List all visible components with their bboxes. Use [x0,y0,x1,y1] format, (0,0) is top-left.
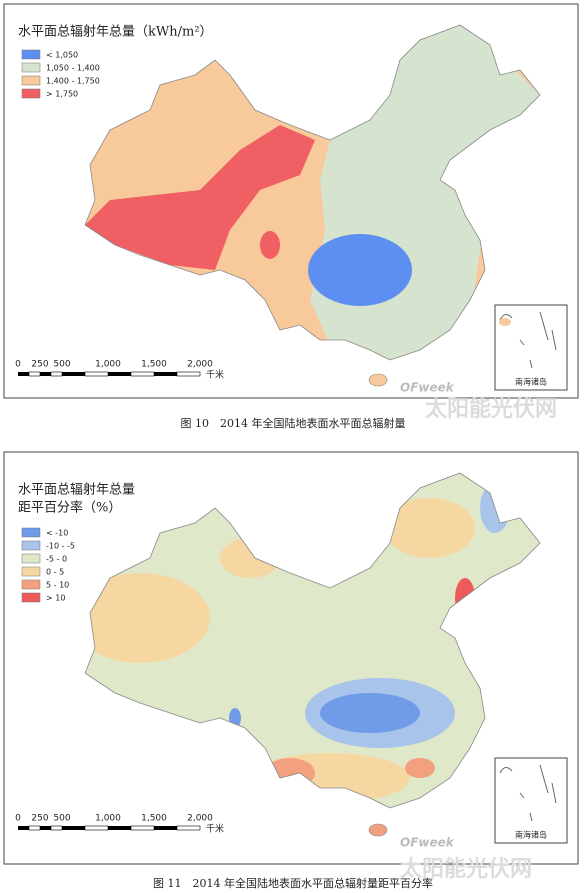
legend-label: 0 - 5 [46,568,64,577]
scale-segment [62,372,85,376]
scale-segment [130,371,155,377]
scale-label: 2,000 [187,360,213,370]
region [308,234,412,306]
region [260,231,280,259]
inset-shape [499,311,557,369]
map-panel: 南海诸岛 水平面总辐射年总量 距平百分率（%） OFweek 太阳能光伏网 图 … [3,451,579,890]
scale-segment [84,371,109,377]
scale-segment [40,826,51,830]
legend-label: 1,050 - 1,400 [46,64,100,73]
scale-label: 500 [53,360,70,370]
legend-swatch [21,75,41,86]
region [320,693,420,733]
region [229,708,241,728]
legend-swatch [21,527,41,538]
watermark: OFweek [400,836,455,850]
scale-segment [50,825,63,831]
region [85,573,210,663]
caption: 图 11 2014 年全国陆地表面水平面总辐射量距平百分率 [153,876,433,890]
legend-swatch [21,62,41,73]
legend-label: 1,400 - 1,750 [46,77,100,86]
map-title: 水平面总辐射年总量 [18,482,135,498]
scale-segment [154,826,177,830]
watermark: OFweek [400,381,455,395]
frame [3,451,579,865]
watermark: 太阳能光伏网 [425,396,557,422]
watermark: 太阳能光伏网 [400,856,532,882]
legend-label: -5 - 0 [46,555,67,564]
scale-label: 1,500 [141,360,167,370]
scale-segment [84,825,109,831]
legend-swatch [21,553,41,564]
scale-label: 1,500 [141,814,167,824]
legend-label: > 1,750 [46,90,78,99]
legend-label: < 1,050 [46,51,78,60]
scale-label: 1,000 [95,360,121,370]
frame [3,3,579,399]
region [455,578,475,618]
scale-label: 250 [31,814,48,824]
scale-label: 500 [53,814,70,824]
region [85,125,315,270]
island [368,823,388,837]
island [368,373,388,387]
legend-label: -10 - -5 [46,542,75,551]
legend-swatch [21,592,41,603]
scale-segment [176,371,201,377]
scale-label: 2,000 [187,814,213,824]
map-panel: 南海诸岛 水平面总辐射年总量（kWh/m²） OFweek 太阳能光伏网 图 1… [3,3,579,430]
scale-segment [50,371,63,377]
scale-segment [108,826,131,830]
scale-segment [28,825,41,831]
inset-shape [499,764,557,822]
inset-label: 南海诸岛 [515,830,547,840]
legend-swatch [21,49,41,60]
legend-swatch [21,540,41,551]
scale-segment [18,826,29,830]
scale-label: 1,000 [95,814,121,824]
island [499,318,511,326]
scale-segment [62,826,85,830]
scale-label: 0 [15,814,21,824]
legend-label: < -10 [46,529,68,538]
legend-swatch [21,88,41,99]
region [405,758,435,778]
scale-label: 250 [31,360,48,370]
scale-segment [108,372,131,376]
region [220,538,280,578]
scale-label: 0 [15,360,21,370]
scale-segment [18,372,29,376]
legend-label: 5 - 10 [46,581,69,590]
region [385,498,475,558]
scale-segment [154,372,177,376]
scale-segment [130,825,155,831]
map-title: 水平面总辐射年总量（kWh/m²） [18,24,213,40]
legend-label: > 10 [46,594,65,603]
scale-unit: 千米 [206,369,224,381]
scale-unit: 千米 [206,823,224,835]
scale-segment [40,372,51,376]
scale-segment [176,825,201,831]
caption: 图 10 2014 年全国陆地表面水平面总辐射量 [181,416,406,430]
map-title: 距平百分率（%） [18,500,121,516]
legend-swatch [21,566,41,577]
inset-label: 南海诸岛 [515,377,547,387]
region [250,753,410,803]
legend-swatch [21,579,41,590]
scale-segment [28,371,41,377]
